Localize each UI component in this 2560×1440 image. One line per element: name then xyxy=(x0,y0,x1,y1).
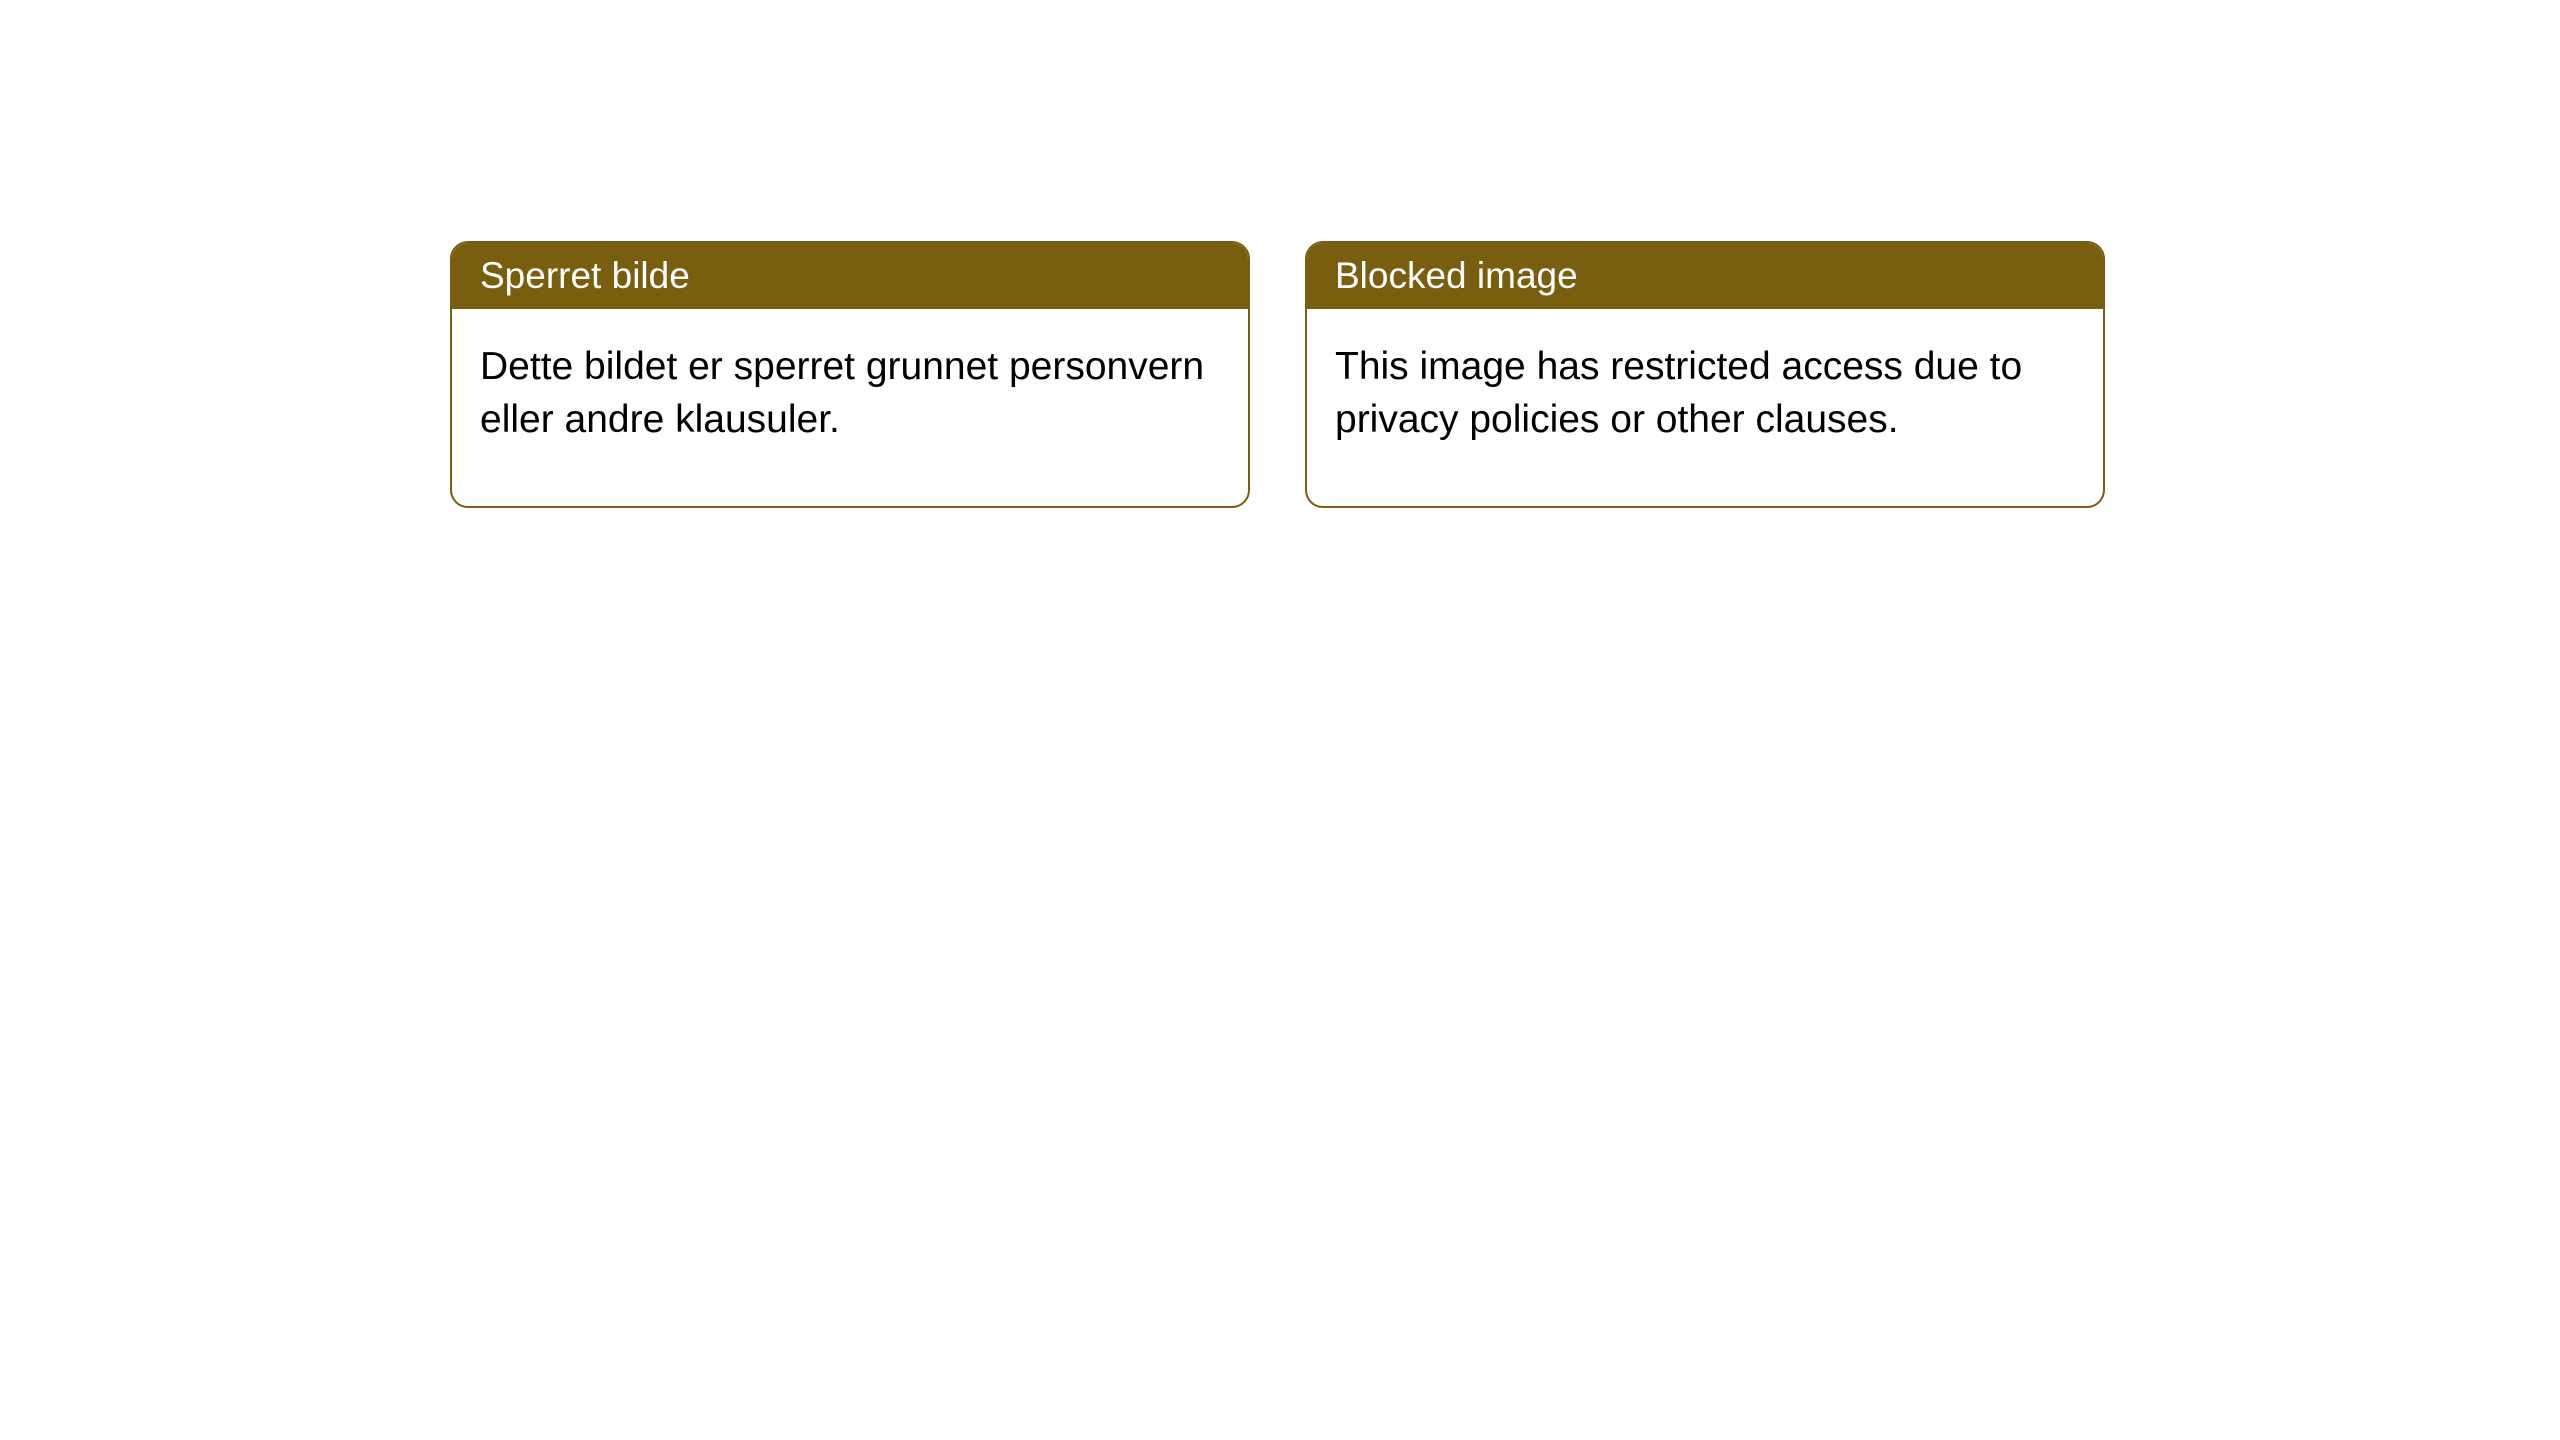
notice-card-norwegian: Sperret bilde Dette bildet er sperret gr… xyxy=(450,241,1250,508)
notice-title: Blocked image xyxy=(1335,255,1578,296)
notice-card-english: Blocked image This image has restricted … xyxy=(1305,241,2105,508)
notice-body-text: This image has restricted access due to … xyxy=(1335,345,2022,441)
notice-title: Sperret bilde xyxy=(480,255,690,296)
notice-body-text: Dette bildet er sperret grunnet personve… xyxy=(480,345,1204,441)
notice-body: This image has restricted access due to … xyxy=(1307,309,2103,506)
notices-container: Sperret bilde Dette bildet er sperret gr… xyxy=(450,241,2105,508)
notice-header: Sperret bilde xyxy=(452,243,1248,309)
notice-header: Blocked image xyxy=(1307,243,2103,309)
notice-body: Dette bildet er sperret grunnet personve… xyxy=(452,309,1248,506)
